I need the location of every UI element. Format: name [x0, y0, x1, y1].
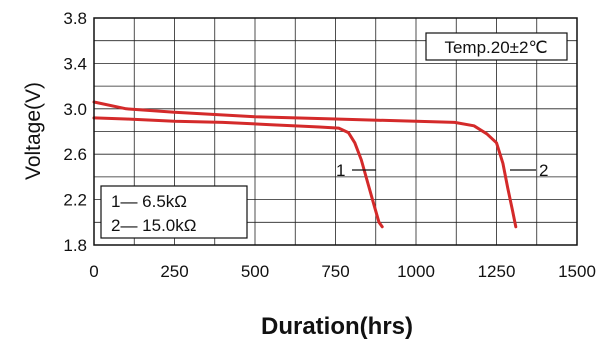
legend: 1— 6.5kΩ 2— 15.0kΩ — [100, 185, 248, 239]
x-tick-label: 1250 — [478, 262, 516, 281]
y-tick-label: 2.2 — [63, 191, 87, 210]
temperature-annotation: Temp.20±2℃ — [425, 32, 568, 61]
tick-labels: 0 250 500 750 1000 1250 1500 1.8 2.2 2.6 3.0 3.4 3.8 — [63, 9, 596, 281]
series-lines — [92, 100, 518, 229]
series-line-1 — [92, 116, 384, 229]
curve-label-1-text: 1 — [336, 161, 345, 180]
y-tick-label: 1.8 — [63, 236, 87, 255]
series-line-2 — [92, 100, 518, 229]
x-tick-label: 250 — [160, 262, 188, 281]
y-tick-label: 3.4 — [63, 54, 87, 73]
legend-entry-1: 1— 6.5kΩ — [111, 192, 187, 211]
y-axis-label: Voltage(V) — [22, 82, 45, 180]
y-tick-label: 3.8 — [63, 9, 87, 28]
curve-label-2-text: 2 — [539, 161, 548, 180]
plot-frame — [93, 17, 578, 246]
x-tick-label: 500 — [241, 262, 269, 281]
curve-label-2: 2 — [510, 161, 548, 180]
y-tick-label: 3.0 — [63, 100, 87, 119]
legend-box — [100, 185, 248, 239]
legend-entry-2: 2— 15.0kΩ — [111, 216, 196, 235]
x-tick-label: 0 — [89, 262, 98, 281]
annotation-text: Temp.20±2℃ — [444, 38, 547, 57]
x-tick-label: 1000 — [397, 262, 435, 281]
x-axis-label: Duration(hrs) — [261, 313, 413, 340]
x-tick-label: 750 — [321, 262, 349, 281]
x-tick-label: 1500 — [558, 262, 596, 281]
y-tick-label: 2.6 — [63, 145, 87, 164]
annotation-box — [425, 32, 568, 61]
curve-label-1: 1 — [336, 161, 376, 180]
